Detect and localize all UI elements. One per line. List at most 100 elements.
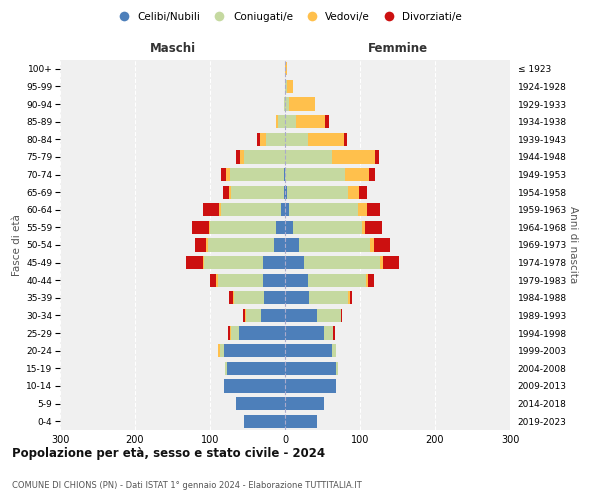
- Bar: [266, 132, 285, 146]
- Bar: [219, 203, 221, 216]
- Text: Popolazione per età, sesso e stato civile - 2024: Popolazione per età, sesso e stato civil…: [12, 448, 325, 460]
- Bar: [333, 326, 335, 340]
- Bar: [210, 221, 276, 234]
- Bar: [341, 309, 342, 322]
- Bar: [244, 150, 285, 164]
- Bar: [367, 203, 380, 216]
- Bar: [285, 98, 289, 110]
- Bar: [284, 98, 285, 110]
- Bar: [285, 291, 309, 304]
- Bar: [285, 221, 293, 234]
- Text: Femmine: Femmine: [367, 42, 428, 54]
- Bar: [285, 397, 324, 410]
- Bar: [285, 362, 336, 375]
- Bar: [236, 150, 240, 164]
- Bar: [285, 80, 287, 93]
- Bar: [369, 168, 375, 181]
- Bar: [240, 150, 244, 164]
- Bar: [223, 186, 229, 198]
- Bar: [223, 380, 285, 392]
- Bar: [276, 221, 285, 234]
- Bar: [263, 256, 285, 269]
- Bar: [245, 309, 246, 322]
- Bar: [289, 203, 358, 216]
- Bar: [359, 186, 367, 198]
- Text: Maschi: Maschi: [149, 42, 196, 54]
- Bar: [239, 326, 285, 340]
- Bar: [366, 274, 367, 287]
- Bar: [358, 203, 367, 216]
- Bar: [229, 326, 231, 340]
- Bar: [308, 132, 343, 146]
- Bar: [208, 238, 274, 252]
- Bar: [285, 186, 287, 198]
- Bar: [226, 168, 229, 181]
- Bar: [309, 291, 348, 304]
- Bar: [308, 274, 366, 287]
- Text: COMUNE DI CHIONS (PN) - Dati ISTAT 1° gennaio 2024 - Elaborazione TUTTITALIA.IT: COMUNE DI CHIONS (PN) - Dati ISTAT 1° ge…: [12, 480, 362, 490]
- Bar: [264, 291, 285, 304]
- Bar: [367, 274, 373, 287]
- Bar: [227, 362, 285, 375]
- Bar: [380, 256, 383, 269]
- Bar: [216, 274, 218, 287]
- Bar: [186, 256, 203, 269]
- Bar: [218, 274, 263, 287]
- Bar: [228, 326, 229, 340]
- Bar: [223, 344, 285, 358]
- Bar: [285, 344, 331, 358]
- Bar: [281, 203, 285, 216]
- Bar: [324, 326, 333, 340]
- Bar: [276, 115, 277, 128]
- Bar: [373, 238, 390, 252]
- Bar: [285, 132, 308, 146]
- Bar: [348, 291, 349, 304]
- Bar: [204, 256, 263, 269]
- Bar: [285, 380, 336, 392]
- Bar: [263, 274, 285, 287]
- Bar: [221, 168, 226, 181]
- Bar: [285, 238, 299, 252]
- Y-axis label: Fasce di età: Fasce di età: [12, 214, 22, 276]
- Bar: [285, 309, 317, 322]
- Bar: [331, 150, 375, 164]
- Bar: [225, 362, 227, 375]
- Bar: [231, 186, 284, 198]
- Bar: [336, 362, 337, 375]
- Bar: [231, 326, 239, 340]
- Bar: [285, 168, 345, 181]
- Bar: [192, 221, 209, 234]
- Bar: [218, 344, 220, 358]
- Bar: [244, 414, 285, 428]
- Bar: [206, 238, 208, 252]
- Bar: [285, 150, 331, 164]
- Bar: [284, 168, 285, 181]
- Bar: [325, 115, 329, 128]
- Bar: [365, 221, 382, 234]
- Bar: [234, 291, 264, 304]
- Bar: [236, 397, 285, 410]
- Bar: [243, 309, 245, 322]
- Bar: [246, 309, 261, 322]
- Bar: [277, 115, 285, 128]
- Bar: [343, 132, 347, 146]
- Bar: [383, 256, 399, 269]
- Bar: [285, 256, 304, 269]
- Bar: [257, 132, 260, 146]
- Bar: [261, 309, 285, 322]
- Bar: [285, 62, 287, 76]
- Bar: [370, 238, 373, 252]
- Bar: [285, 203, 289, 216]
- Bar: [220, 344, 223, 358]
- Bar: [229, 168, 284, 181]
- Bar: [285, 115, 296, 128]
- Bar: [349, 291, 352, 304]
- Bar: [229, 186, 231, 198]
- Bar: [331, 344, 336, 358]
- Bar: [287, 186, 348, 198]
- Bar: [285, 326, 324, 340]
- Bar: [274, 238, 285, 252]
- Bar: [221, 203, 281, 216]
- Y-axis label: Anni di nascita: Anni di nascita: [568, 206, 578, 284]
- Bar: [348, 186, 359, 198]
